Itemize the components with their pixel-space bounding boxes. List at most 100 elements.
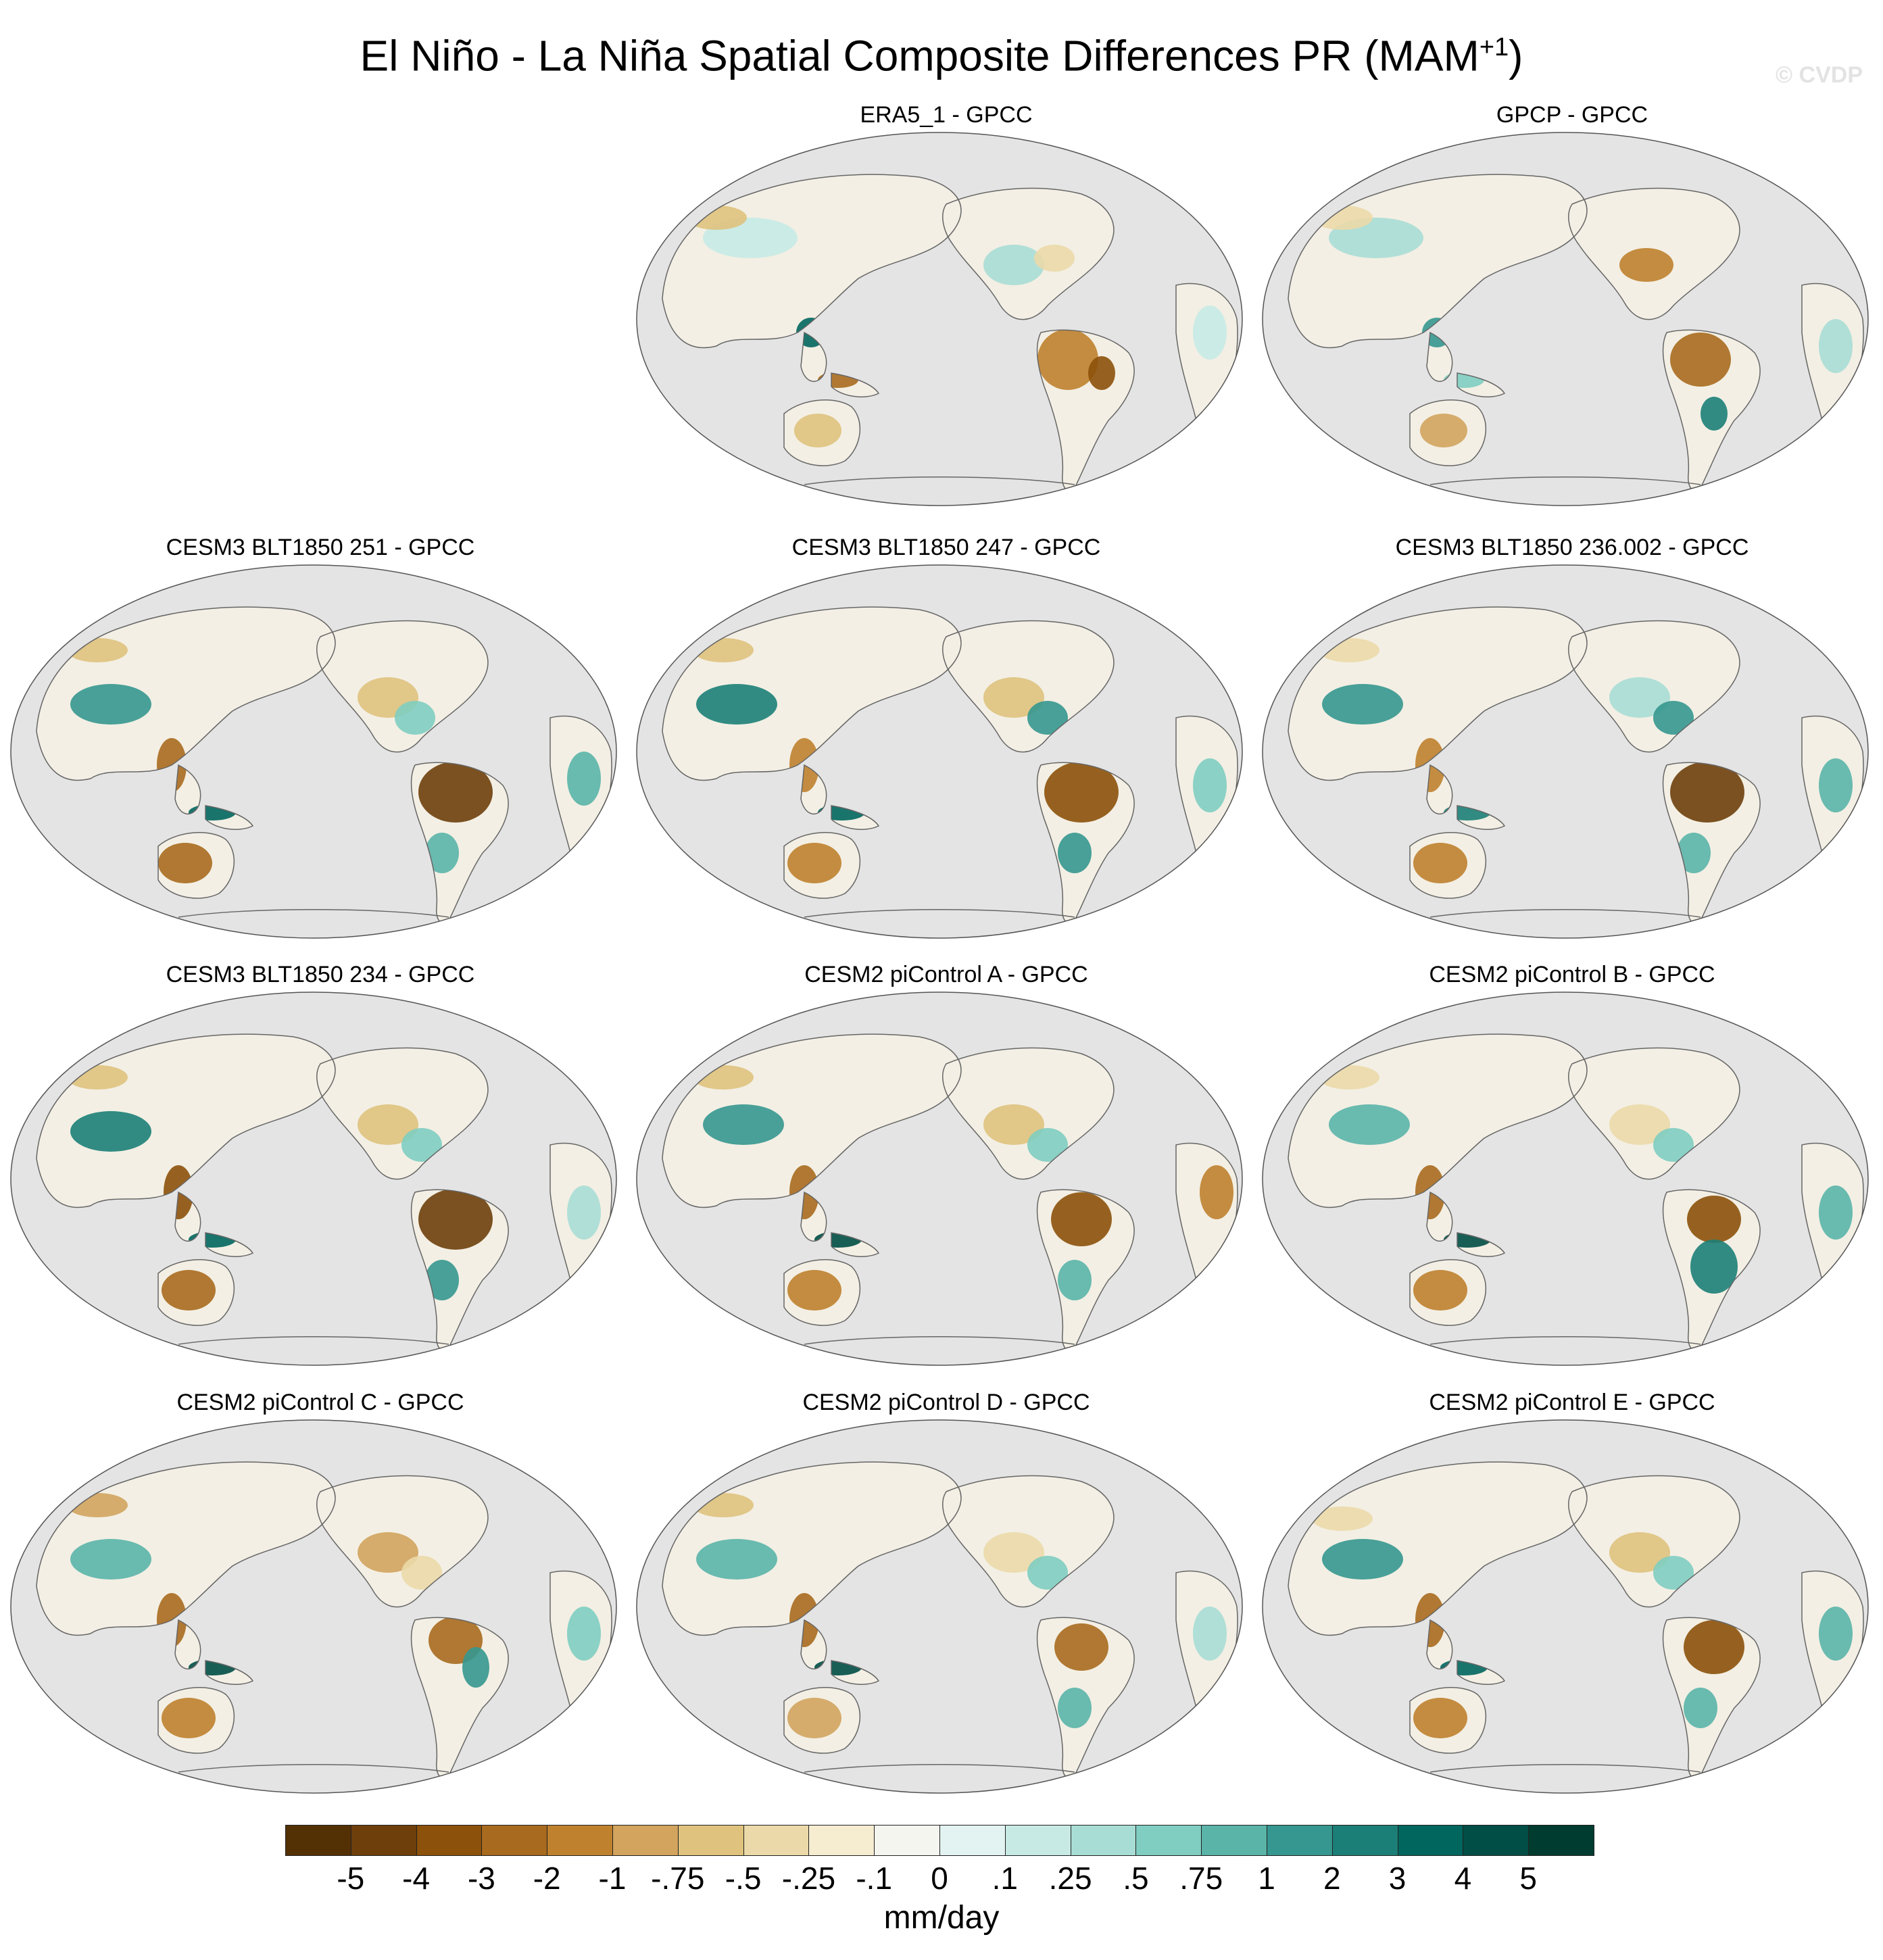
anomaly-region: [162, 1698, 216, 1738]
panel-title: CESM2 piControl A - GPCC: [804, 962, 1088, 987]
coastline-eurasia: [36, 606, 336, 781]
coastline-northAmerica: [1568, 620, 1740, 753]
colorbar-label: -.1: [856, 1861, 893, 1896]
coastline-antarctica: [804, 1764, 1075, 1773]
anomaly-region: [787, 1698, 841, 1738]
coastline-australia: [157, 1687, 235, 1754]
coastline-seAsia: [1426, 1191, 1506, 1257]
coastline-northAmerica: [942, 620, 1115, 753]
coastline-australia: [157, 832, 235, 899]
anomaly-region: [787, 1270, 841, 1310]
colorbar-box: [612, 1825, 679, 1856]
coastline-southAmerica: [1036, 1617, 1135, 1779]
anomaly-region: [983, 1532, 1044, 1573]
colorbar-box: [481, 1825, 548, 1856]
anomaly-region: [1701, 397, 1728, 431]
map-blt251: [10, 564, 617, 939]
coastline-antarctica: [1429, 476, 1701, 485]
colorbar-label: 1: [1258, 1861, 1275, 1896]
panel-title: CESM2 piControl C - GPCC: [176, 1390, 464, 1415]
colorbar-label: .5: [1123, 1861, 1149, 1896]
anomaly-region: [401, 1556, 442, 1590]
panel-title: CESM3 BLT1850 236.002 - GPCC: [1395, 535, 1749, 560]
anomaly-region: [1193, 758, 1227, 812]
map-blt236: [1262, 564, 1869, 939]
coastline-eurasia: [662, 606, 962, 781]
anomaly-region: [696, 1539, 777, 1579]
anomaly-region: [358, 1104, 418, 1145]
colorbar-label: 3: [1388, 1861, 1407, 1896]
map-border: [1262, 132, 1869, 506]
coastline-northAmerica: [316, 1475, 489, 1608]
coastline-eurasia: [36, 1033, 336, 1208]
map-panel-blt236: CESM3 BLT1850 236.002 - GPCC: [1261, 534, 1883, 953]
coastline-seAsia: [1426, 1619, 1506, 1685]
map-picC: [10, 1419, 617, 1794]
anomaly-region: [1193, 305, 1227, 360]
panel-title: CESM3 BLT1850 247 - GPCC: [791, 535, 1101, 560]
anomaly-region: [358, 1532, 418, 1573]
coastline-australia: [1409, 1259, 1486, 1326]
colorbar-label: 0: [931, 1861, 948, 1896]
coastline-seAsia: [800, 1619, 880, 1685]
anomaly-region: [1027, 701, 1068, 735]
coastline-antarctica: [178, 1764, 449, 1773]
coastline-southAmerica: [1036, 1189, 1135, 1351]
colorbar-box: [1004, 1825, 1071, 1856]
map-panel-gpcp: GPCP - GPCC: [1261, 101, 1883, 520]
coastline-seAsia: [800, 764, 880, 830]
panel-title: CESM3 BLT1850 251 - GPCC: [166, 535, 475, 560]
colorbar-label: -4: [402, 1861, 431, 1896]
coastline-southAmerica: [1662, 1617, 1761, 1779]
map-border: [636, 1419, 1243, 1794]
coastline-seAsia: [174, 764, 254, 830]
anomaly-region: [1034, 245, 1075, 272]
anomaly-region: [1819, 1185, 1853, 1240]
colorbar-box: [1528, 1825, 1594, 1856]
colorbar-box: [743, 1825, 810, 1856]
coastline-seAsia: [800, 331, 880, 397]
coastline-northAmerica: [316, 620, 489, 753]
map-border: [636, 991, 1243, 1366]
watermark: © CVDP: [1776, 62, 1863, 88]
colorbar-box: [874, 1825, 940, 1856]
anomaly-region: [70, 1111, 151, 1152]
coastline-eurasia: [662, 1033, 962, 1208]
anomaly-region: [983, 677, 1044, 718]
map-era5: [636, 132, 1243, 506]
anomaly-region: [1653, 1556, 1694, 1590]
anomaly-region: [1044, 762, 1119, 823]
anomaly-region: [1037, 329, 1098, 390]
map-panel-blt251: CESM3 BLT1850 251 - GPCC: [9, 534, 631, 953]
map-border: [1262, 564, 1869, 939]
anomaly-region: [1088, 356, 1115, 390]
anomaly-region: [1819, 758, 1853, 812]
anomaly-region: [158, 843, 212, 883]
colorbar-label: -.75: [651, 1861, 705, 1896]
coastline-southAmerica: [410, 762, 509, 924]
map-border: [10, 1419, 617, 1794]
coastline-eurasia: [662, 174, 962, 349]
coastline-northAmerica: [1568, 1047, 1740, 1180]
anomaly-region: [1687, 1196, 1741, 1243]
map-border: [636, 564, 1243, 939]
anomaly-region: [567, 752, 601, 806]
anomaly-region: [567, 1185, 601, 1240]
anomaly-region: [1670, 333, 1731, 387]
anomaly-region: [1058, 1688, 1092, 1728]
anomaly-region: [1413, 843, 1467, 883]
anomaly-region: [1200, 1165, 1233, 1219]
map-panel-era5: ERA5_1 - GPCC: [635, 101, 1257, 520]
coastline-southAmerica: [410, 1189, 509, 1351]
colorbar-label: -.25: [781, 1861, 836, 1896]
colorbar-box: [1397, 1825, 1464, 1856]
anomaly-region: [787, 843, 841, 883]
anomaly-region: [1027, 1556, 1068, 1590]
coastline-northAmerica: [1568, 1475, 1740, 1608]
anomaly-region: [794, 414, 841, 447]
colorbar-label: -3: [467, 1861, 495, 1896]
colorbar-label: -.5: [725, 1861, 762, 1896]
map-blt247: [636, 564, 1243, 939]
coastline-antarctica: [178, 1336, 449, 1345]
panel-title: CESM2 piControl D - GPCC: [802, 1390, 1090, 1415]
